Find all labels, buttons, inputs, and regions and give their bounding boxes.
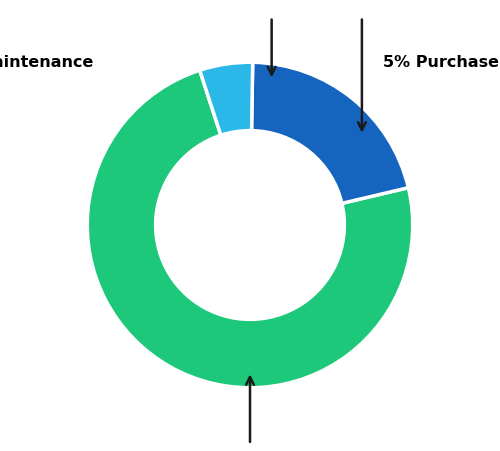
Wedge shape [88, 71, 412, 388]
Text: 5% Purchase: 5% Purchase [384, 55, 500, 70]
Wedge shape [252, 63, 408, 204]
Wedge shape [200, 63, 252, 136]
Text: 20% Maintenance: 20% Maintenance [0, 55, 93, 70]
